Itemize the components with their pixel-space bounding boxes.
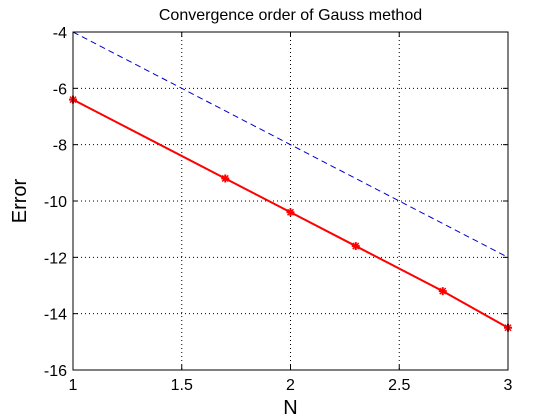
data-point-marker <box>286 208 295 217</box>
tick-marks <box>72 31 509 371</box>
data-point-marker <box>221 174 230 183</box>
x-axis-label: N <box>283 397 297 419</box>
y-tick-label: -14 <box>44 307 67 324</box>
y-tick-label: -8 <box>53 138 67 155</box>
data-point-marker <box>351 242 360 251</box>
y-tick-label: -10 <box>44 194 67 211</box>
x-tick-labels: 1 1.5 2 2.5 3 <box>69 377 513 394</box>
dashed-reference-line <box>72 31 509 258</box>
y-tick-label: -4 <box>53 25 67 42</box>
data-point-marker <box>438 287 447 296</box>
y-tick-labels: -16 -14 -12 -10 -8 -6 -4 <box>44 25 67 380</box>
y-tick-label: -6 <box>53 81 67 98</box>
y-axis-label: Error <box>9 178 31 223</box>
x-tick-label: 1.5 <box>171 377 193 394</box>
error-series-line <box>72 98 509 329</box>
x-tick-label: 1 <box>69 377 78 394</box>
x-tick-label: 2 <box>286 377 295 394</box>
x-tick-label: 2.5 <box>388 377 410 394</box>
y-tick-label: -16 <box>44 363 67 380</box>
chart-title: Convergence order of Gauss method <box>159 7 422 24</box>
y-tick-label: -12 <box>44 250 67 267</box>
x-tick-label: 3 <box>504 377 513 394</box>
